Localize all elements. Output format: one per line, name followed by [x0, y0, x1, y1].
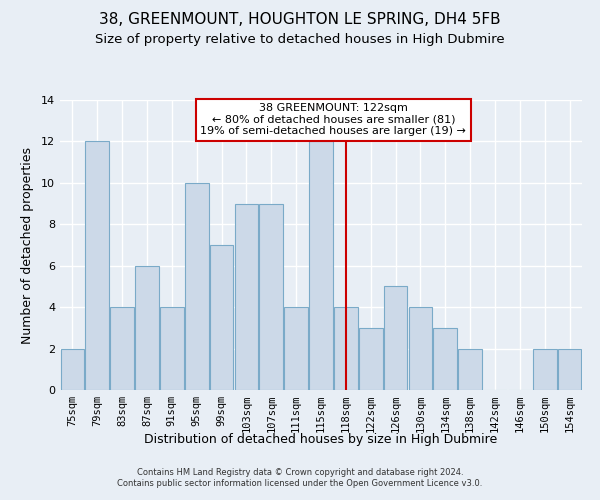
- Bar: [210, 245, 233, 390]
- Bar: [235, 204, 258, 390]
- Bar: [160, 307, 184, 390]
- Bar: [384, 286, 407, 390]
- Bar: [533, 348, 557, 390]
- Bar: [259, 204, 283, 390]
- Bar: [85, 142, 109, 390]
- Bar: [458, 348, 482, 390]
- Bar: [334, 307, 358, 390]
- Text: Contains HM Land Registry data © Crown copyright and database right 2024.
Contai: Contains HM Land Registry data © Crown c…: [118, 468, 482, 487]
- Bar: [359, 328, 383, 390]
- Bar: [309, 142, 333, 390]
- Text: Size of property relative to detached houses in High Dubmire: Size of property relative to detached ho…: [95, 32, 505, 46]
- Text: 38 GREENMOUNT: 122sqm
← 80% of detached houses are smaller (81)
19% of semi-deta: 38 GREENMOUNT: 122sqm ← 80% of detached …: [200, 103, 466, 136]
- Bar: [110, 307, 134, 390]
- Bar: [433, 328, 457, 390]
- Bar: [185, 183, 209, 390]
- Text: Distribution of detached houses by size in High Dubmire: Distribution of detached houses by size …: [145, 432, 497, 446]
- Text: 38, GREENMOUNT, HOUGHTON LE SPRING, DH4 5FB: 38, GREENMOUNT, HOUGHTON LE SPRING, DH4 …: [99, 12, 501, 28]
- Bar: [409, 307, 432, 390]
- Bar: [135, 266, 159, 390]
- Y-axis label: Number of detached properties: Number of detached properties: [21, 146, 34, 344]
- Bar: [284, 307, 308, 390]
- Bar: [558, 348, 581, 390]
- Bar: [61, 348, 84, 390]
